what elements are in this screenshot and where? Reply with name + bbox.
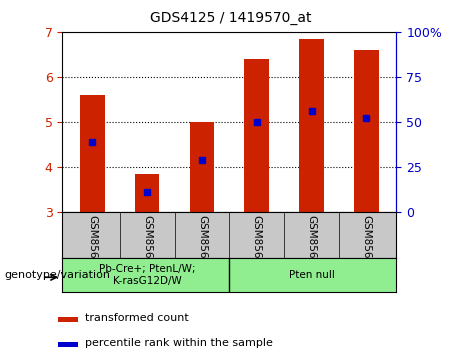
- Text: GDS4125 / 1419570_at: GDS4125 / 1419570_at: [150, 11, 311, 25]
- Bar: [135, 174, 160, 212]
- Text: Pb-Cre+; PtenL/W;
K-rasG12D/W: Pb-Cre+; PtenL/W; K-rasG12D/W: [99, 264, 195, 286]
- Bar: [299, 39, 324, 212]
- Bar: [80, 95, 105, 212]
- Bar: [58, 317, 78, 322]
- Text: transformed count: transformed count: [85, 313, 189, 323]
- Bar: [244, 59, 269, 212]
- Text: GSM856052: GSM856052: [307, 215, 317, 278]
- Text: GSM856051: GSM856051: [252, 215, 262, 278]
- Text: GSM856048: GSM856048: [88, 215, 97, 278]
- Text: GSM856053: GSM856053: [361, 215, 371, 278]
- Text: Pten null: Pten null: [289, 270, 335, 280]
- Text: percentile rank within the sample: percentile rank within the sample: [85, 338, 272, 348]
- Bar: [62, 258, 229, 292]
- Bar: [354, 50, 378, 212]
- Text: genotype/variation: genotype/variation: [5, 270, 111, 280]
- Bar: [58, 342, 78, 347]
- Bar: [189, 122, 214, 212]
- Text: GSM856049: GSM856049: [142, 215, 152, 278]
- Text: GSM856050: GSM856050: [197, 215, 207, 278]
